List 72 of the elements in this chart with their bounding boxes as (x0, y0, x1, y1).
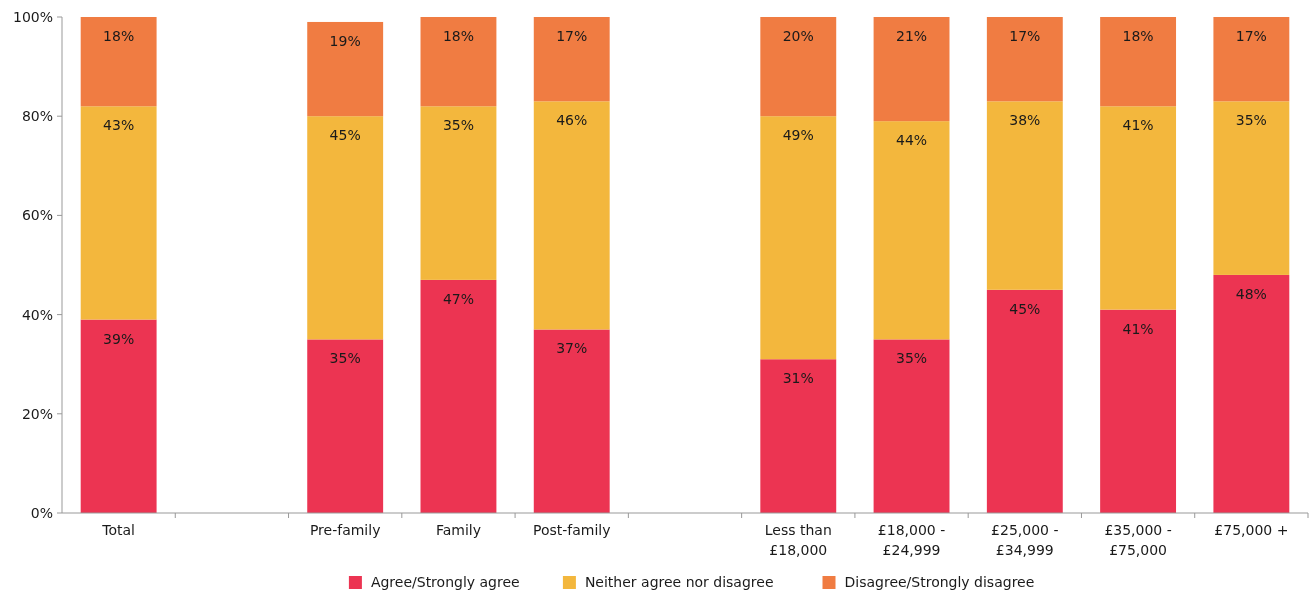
data-label: 20% (782, 28, 814, 44)
data-label: 39% (103, 330, 135, 347)
bar (760, 17, 837, 117)
data-label: 17% (1235, 28, 1267, 44)
bar (80, 106, 157, 320)
data-label: 35% (895, 350, 928, 367)
bar (986, 17, 1063, 102)
data-label: 45% (1009, 300, 1041, 317)
bar (420, 106, 497, 280)
bar (873, 339, 950, 513)
bar (80, 17, 157, 107)
x-tick-label: Less than £18,000 (764, 522, 832, 558)
bar (873, 121, 950, 340)
data-label: 18% (442, 28, 475, 44)
bar (760, 116, 837, 360)
data-label: 44% (895, 132, 928, 149)
y-tick-label: 0% (30, 504, 53, 521)
data-label: 41% (1122, 320, 1154, 337)
data-label: 35% (442, 117, 475, 134)
x-tick-label: £18,000 - £24,999 (877, 522, 946, 558)
bar (986, 289, 1063, 513)
legend-label: Disagree/Strongly disagree (844, 573, 1035, 590)
data-label: 21% (895, 28, 928, 44)
data-label: 18% (1122, 28, 1154, 44)
bar (760, 359, 837, 513)
bar (307, 116, 384, 340)
data-label: 47% (442, 290, 475, 307)
data-label: 43% (103, 117, 135, 134)
bar (1213, 274, 1290, 513)
bar (307, 339, 384, 513)
bar (420, 279, 497, 513)
data-label: 35% (1235, 112, 1267, 129)
data-label: 41% (1122, 117, 1154, 134)
y-tick-label: 20% (21, 405, 53, 422)
bar (307, 21, 384, 117)
x-tick-label: Post-family (532, 522, 611, 538)
bar (420, 17, 497, 107)
bar (1100, 106, 1177, 310)
x-tick-label: Total (101, 522, 135, 538)
data-label: 49% (782, 127, 814, 144)
bar (1213, 101, 1290, 275)
bar (533, 101, 610, 330)
x-tick-label: £35,000 - £75,000 (1104, 522, 1172, 558)
data-label: 35% (329, 350, 361, 367)
bar (533, 17, 610, 102)
y-tick-label: 100% (12, 8, 53, 25)
bar (873, 17, 950, 122)
bar (80, 319, 157, 513)
bar (986, 101, 1063, 290)
data-label: 18% (103, 28, 135, 44)
y-tick-label: 80% (21, 108, 53, 125)
data-label: 48% (1235, 285, 1267, 302)
data-label: 31% (782, 370, 814, 387)
data-label: 19% (329, 32, 361, 49)
legend-label: Agree/Strongly agree (370, 573, 520, 590)
x-tick-label: £25,000 - £34,999 (991, 522, 1059, 558)
bar (533, 329, 610, 513)
data-label: 17% (556, 28, 588, 44)
bar (1213, 17, 1290, 102)
x-tick-label: Family (435, 522, 481, 538)
y-tick-label: 40% (21, 306, 53, 323)
data-label: 38% (1009, 112, 1041, 129)
data-label: 45% (329, 127, 361, 144)
y-tick-label: 60% (21, 207, 53, 224)
data-label: 17% (1009, 28, 1041, 44)
x-tick-label: £75,000 + (1214, 522, 1289, 538)
legend-label: Neither agree nor disagree (584, 573, 774, 590)
x-tick-label: Pre-family (309, 522, 381, 538)
data-label: 37% (556, 340, 588, 357)
bar (1100, 17, 1177, 107)
data-label: 46% (556, 112, 588, 129)
bar (1100, 309, 1177, 513)
